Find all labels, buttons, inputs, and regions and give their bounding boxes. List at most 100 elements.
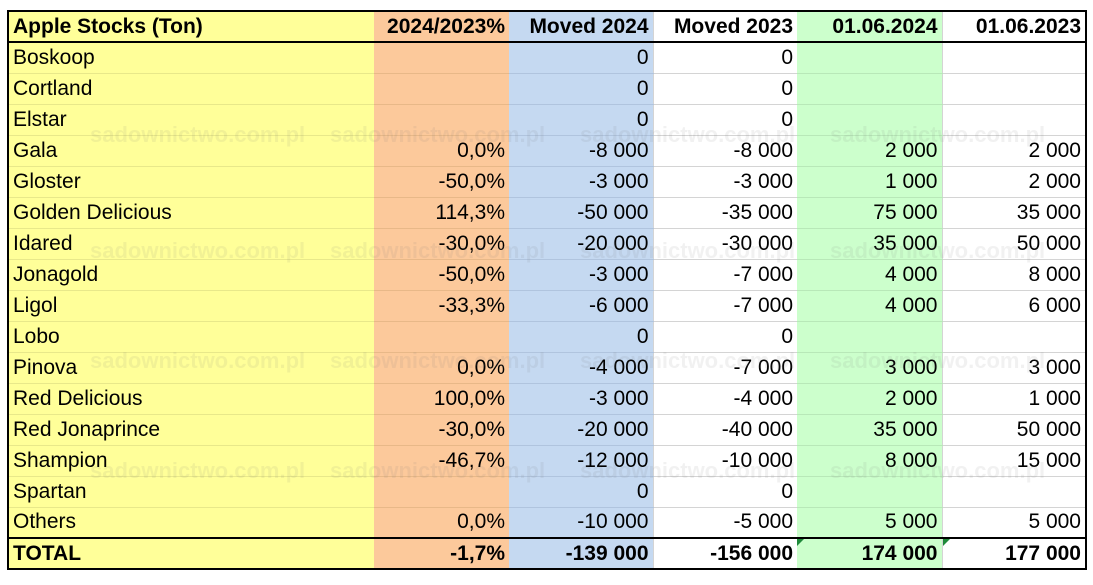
total-change-percent[interactable]: -1,7% [374, 537, 509, 570]
cell-stock-2024[interactable] [797, 104, 942, 136]
header-variety[interactable]: Apple Stocks (Ton) [7, 10, 374, 43]
cell-variety[interactable]: Gloster [7, 166, 374, 198]
cell-moved-2023[interactable]: -10 000 [652, 445, 797, 477]
header-stock-2023[interactable]: 01.06.2023 [941, 10, 1087, 43]
cell-variety[interactable]: Red Jonaprince [7, 414, 374, 446]
cell-change-percent[interactable]: 100,0% [374, 383, 509, 415]
cell-change-percent[interactable]: -50,0% [374, 166, 509, 198]
cell-moved-2023[interactable]: -30 000 [652, 228, 797, 260]
cell-stock-2024[interactable]: 5 000 [797, 507, 942, 539]
cell-moved-2023[interactable]: 0 [652, 42, 797, 74]
cell-moved-2023[interactable]: -7 000 [652, 352, 797, 384]
cell-stock-2023[interactable]: 3 000 [941, 352, 1087, 384]
cell-moved-2024[interactable]: -3 000 [509, 166, 653, 198]
cell-stock-2023[interactable]: 2 000 [941, 166, 1087, 198]
cell-moved-2023[interactable]: 0 [652, 73, 797, 105]
cell-stock-2024[interactable]: 2 000 [797, 135, 942, 167]
cell-stock-2023[interactable]: 50 000 [941, 228, 1087, 260]
cell-stock-2023[interactable] [941, 104, 1087, 136]
cell-stock-2023[interactable]: 35 000 [941, 197, 1087, 229]
cell-moved-2024[interactable]: 0 [509, 42, 653, 74]
cell-variety[interactable]: Cortland [7, 73, 374, 105]
cell-variety[interactable]: Idared [7, 228, 374, 260]
cell-change-percent[interactable] [374, 104, 509, 136]
cell-stock-2024[interactable] [797, 321, 942, 353]
cell-stock-2024[interactable]: 4 000 [797, 290, 942, 322]
cell-variety[interactable]: Shampion [7, 445, 374, 477]
cell-change-percent[interactable] [374, 73, 509, 105]
cell-change-percent[interactable]: 0,0% [374, 135, 509, 167]
cell-stock-2024[interactable]: 75 000 [797, 197, 942, 229]
total-stock-2024[interactable]: 174 000 [797, 537, 942, 570]
cell-moved-2024[interactable]: -10 000 [509, 507, 653, 539]
cell-stock-2024[interactable] [797, 476, 942, 508]
cell-moved-2024[interactable]: -8 000 [509, 135, 653, 167]
total-variety[interactable]: TOTAL [7, 537, 374, 570]
cell-moved-2024[interactable]: -20 000 [509, 228, 653, 260]
cell-change-percent[interactable]: -50,0% [374, 259, 509, 291]
cell-moved-2024[interactable]: -6 000 [509, 290, 653, 322]
cell-stock-2024[interactable]: 3 000 [797, 352, 942, 384]
cell-moved-2024[interactable]: -20 000 [509, 414, 653, 446]
cell-moved-2024[interactable]: -3 000 [509, 383, 653, 415]
cell-moved-2023[interactable]: -7 000 [652, 290, 797, 322]
header-stock-2024[interactable]: 01.06.2024 [797, 10, 942, 43]
total-moved-2024[interactable]: -139 000 [509, 537, 653, 570]
cell-stock-2023[interactable] [941, 42, 1087, 74]
cell-stock-2023[interactable]: 15 000 [941, 445, 1087, 477]
cell-stock-2023[interactable]: 2 000 [941, 135, 1087, 167]
cell-change-percent[interactable] [374, 42, 509, 74]
cell-change-percent[interactable]: 0,0% [374, 352, 509, 384]
cell-moved-2023[interactable]: 0 [652, 321, 797, 353]
header-change-percent[interactable]: 2024/2023% [374, 10, 509, 43]
cell-moved-2023[interactable]: -4 000 [652, 383, 797, 415]
cell-moved-2024[interactable]: 0 [509, 104, 653, 136]
cell-moved-2024[interactable]: -12 000 [509, 445, 653, 477]
cell-stock-2023[interactable]: 6 000 [941, 290, 1087, 322]
cell-moved-2023[interactable]: -40 000 [652, 414, 797, 446]
cell-change-percent[interactable]: -46,7% [374, 445, 509, 477]
cell-variety[interactable]: Red Delicious [7, 383, 374, 415]
cell-stock-2024[interactable]: 35 000 [797, 414, 942, 446]
cell-stock-2023[interactable] [941, 321, 1087, 353]
total-stock-2023[interactable]: 177 000 [941, 537, 1087, 570]
cell-moved-2023[interactable]: 0 [652, 476, 797, 508]
cell-moved-2024[interactable]: 0 [509, 476, 653, 508]
cell-moved-2023[interactable]: -35 000 [652, 197, 797, 229]
header-moved-2024[interactable]: Moved 2024 [509, 10, 653, 43]
cell-stock-2024[interactable]: 4 000 [797, 259, 942, 291]
cell-stock-2023[interactable] [941, 73, 1087, 105]
cell-moved-2024[interactable]: -50 000 [509, 197, 653, 229]
cell-moved-2023[interactable]: -8 000 [652, 135, 797, 167]
cell-change-percent[interactable] [374, 476, 509, 508]
total-moved-2023[interactable]: -156 000 [652, 537, 797, 570]
cell-stock-2024[interactable] [797, 73, 942, 105]
cell-change-percent[interactable]: -30,0% [374, 414, 509, 446]
cell-change-percent[interactable]: 114,3% [374, 197, 509, 229]
cell-variety[interactable]: Lobo [7, 321, 374, 353]
cell-moved-2024[interactable]: -3 000 [509, 259, 653, 291]
cell-variety[interactable]: Others [7, 507, 374, 539]
cell-change-percent[interactable]: -33,3% [374, 290, 509, 322]
cell-stock-2024[interactable] [797, 42, 942, 74]
cell-stock-2023[interactable] [941, 476, 1087, 508]
cell-moved-2023[interactable]: -7 000 [652, 259, 797, 291]
cell-moved-2023[interactable]: 0 [652, 104, 797, 136]
cell-variety[interactable]: Jonagold [7, 259, 374, 291]
cell-stock-2024[interactable]: 8 000 [797, 445, 942, 477]
cell-variety[interactable]: Ligol [7, 290, 374, 322]
cell-stock-2024[interactable]: 2 000 [797, 383, 942, 415]
cell-variety[interactable]: Spartan [7, 476, 374, 508]
cell-stock-2023[interactable]: 50 000 [941, 414, 1087, 446]
cell-variety[interactable]: Boskoop [7, 42, 374, 74]
cell-variety[interactable]: Elstar [7, 104, 374, 136]
cell-moved-2024[interactable]: 0 [509, 321, 653, 353]
cell-change-percent[interactable]: -30,0% [374, 228, 509, 260]
cell-moved-2024[interactable]: -4 000 [509, 352, 653, 384]
cell-stock-2024[interactable]: 35 000 [797, 228, 942, 260]
cell-stock-2024[interactable]: 1 000 [797, 166, 942, 198]
cell-change-percent[interactable] [374, 321, 509, 353]
cell-variety[interactable]: Gala [7, 135, 374, 167]
cell-moved-2023[interactable]: -3 000 [652, 166, 797, 198]
cell-stock-2023[interactable]: 1 000 [941, 383, 1087, 415]
